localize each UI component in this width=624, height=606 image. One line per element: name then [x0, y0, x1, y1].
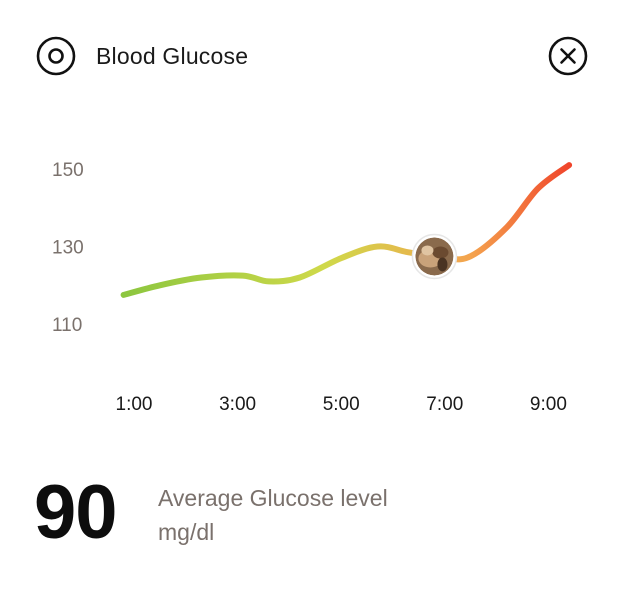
average-glucose-label: Average Glucose level [158, 485, 388, 511]
target-icon [36, 36, 76, 76]
x-tick-label: 3:00 [219, 394, 256, 415]
y-tick-label: 150 [52, 160, 84, 181]
y-tick-label: 110 [52, 315, 82, 336]
glucose-chart: 150 130 110 1:00 3:00 5:00 7:00 9:00 [52, 160, 573, 415]
card-header: Blood Glucose [36, 36, 588, 76]
average-glucose-value: 90 [34, 470, 118, 555]
y-tick-label: 130 [52, 238, 84, 259]
x-tick-label: 7:00 [426, 394, 463, 415]
x-tick-label: 9:00 [530, 394, 567, 415]
glucose-series-line [120, 162, 573, 298]
close-icon[interactable] [548, 36, 588, 76]
page-title: Blood Glucose [96, 43, 249, 69]
x-tick-label: 5:00 [323, 394, 360, 415]
glucose-unit: mg/dl [158, 519, 215, 545]
meal-photo-icon[interactable] [411, 233, 458, 280]
x-tick-label: 1:00 [116, 394, 153, 415]
